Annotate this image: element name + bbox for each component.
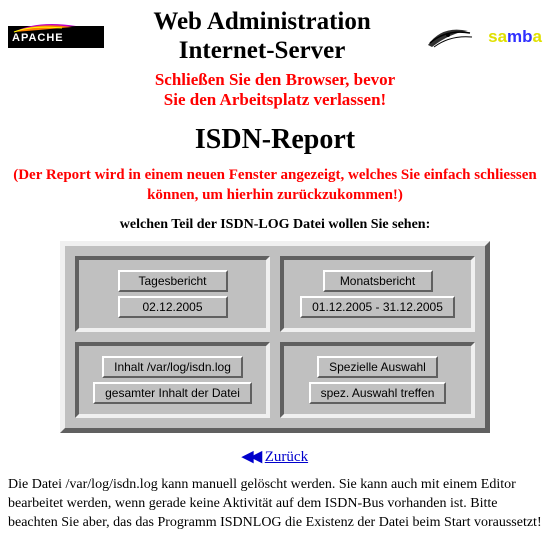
monthly-report-cell: Monatsbericht 01.12.2005 - 31.12.2005 xyxy=(280,256,475,332)
daily-report-date-button[interactable]: 02.12.2005 xyxy=(118,296,228,318)
back-row: ◀◀ Zurück xyxy=(8,447,542,466)
right-logos: samba xyxy=(420,21,542,53)
file-content-sub-button[interactable]: gesamter Inhalt der Datei xyxy=(93,382,252,404)
daily-report-cell: Tagesbericht 02.12.2005 xyxy=(75,256,270,332)
close-browser-warning: Schließen Sie den Browser, bevor Sie den… xyxy=(8,70,542,111)
samba-logo: samba xyxy=(488,27,542,47)
file-content-button[interactable]: Inhalt /var/log/isdn.log xyxy=(102,356,243,378)
daily-report-button[interactable]: Tagesbericht xyxy=(118,270,228,292)
back-link[interactable]: Zurück xyxy=(265,449,308,465)
feather-icon xyxy=(12,22,82,36)
back-arrows-icon: ◀◀ xyxy=(242,449,259,465)
monthly-report-range-button[interactable]: 01.12.2005 - 31.12.2005 xyxy=(300,296,455,318)
warning-line-2: Sie den Arbeitsplatz verlassen! xyxy=(8,90,542,110)
title-block: Web Administration Internet-Server xyxy=(104,8,420,66)
options-panel: Tagesbericht 02.12.2005 Monatsbericht 01… xyxy=(60,241,490,433)
footer-note: Die Datei /var/log/isdn.log kann manuell… xyxy=(8,476,542,533)
page-header: APACHE Web Administration Internet-Serve… xyxy=(8,8,542,66)
title-line-1: Web Administration xyxy=(110,8,414,37)
apache-logo: APACHE xyxy=(8,26,104,48)
question-text: welchen Teil der ISDN-LOG Datei wollen S… xyxy=(8,217,542,233)
special-selection-button[interactable]: Spezielle Auswahl xyxy=(317,356,438,378)
file-content-cell: Inhalt /var/log/isdn.log gesamter Inhalt… xyxy=(75,342,270,418)
new-window-note: (Der Report wird in einem neuen Fenster … xyxy=(12,166,538,205)
special-selection-sub-button[interactable]: spez. Auswahl treffen xyxy=(309,382,447,404)
swish-icon xyxy=(420,21,480,53)
warning-line-1: Schließen Sie den Browser, bevor xyxy=(8,70,542,90)
monthly-report-button[interactable]: Monatsbericht xyxy=(323,270,433,292)
title-line-2: Internet-Server xyxy=(110,37,414,66)
special-selection-cell: Spezielle Auswahl spez. Auswahl treffen xyxy=(280,342,475,418)
page-title: ISDN-Report xyxy=(8,124,542,156)
